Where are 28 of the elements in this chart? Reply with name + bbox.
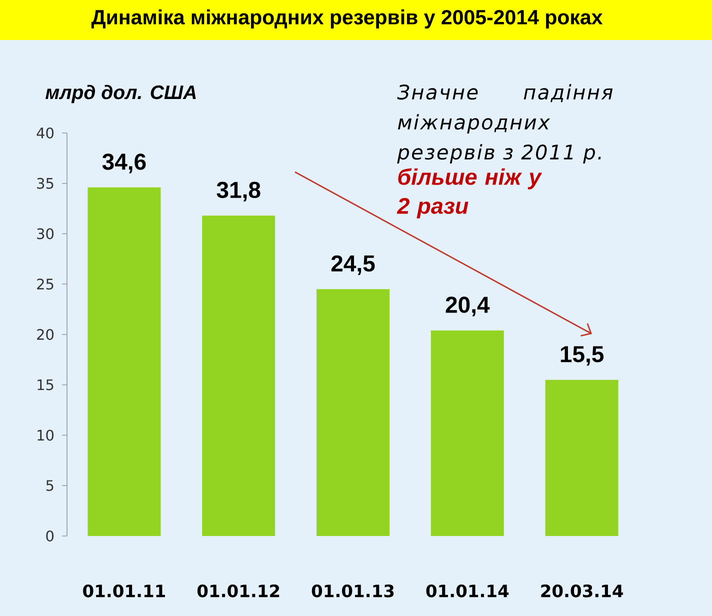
annotation: Значне падіння міжнародних резервів з 2011 р. xyxy=(397,84,613,164)
y-tick-label: 35 xyxy=(37,178,54,189)
data-label: 31,8 xyxy=(216,182,260,202)
x-tick-label: 20.03.14 xyxy=(541,584,623,598)
y-tick-label: 30 xyxy=(37,228,54,240)
bar xyxy=(88,187,161,536)
data-label: 24,5 xyxy=(331,255,375,275)
data-label: 20,4 xyxy=(446,296,490,316)
y-tick-label: 20 xyxy=(37,328,54,340)
x-tick-label: 01.01.11 xyxy=(83,584,165,598)
bar xyxy=(202,216,276,536)
chart-title: Динаміка міжнародних резервів у 2005-2014 роках xyxy=(91,9,603,29)
bar xyxy=(545,380,618,536)
y-tick-label: 10 xyxy=(38,430,54,441)
y-tick-label: 0 xyxy=(46,530,54,542)
y-axis-title: млрд дол. США xyxy=(46,84,196,104)
data-label: 34,6 xyxy=(102,154,146,174)
y-tick-label: 40 xyxy=(36,127,54,138)
y-tick-label: 25 xyxy=(37,278,54,290)
x-tick-label: 01.01.13 xyxy=(312,584,394,598)
bar xyxy=(316,289,390,536)
bar xyxy=(430,330,504,536)
y-tick-label: 5 xyxy=(46,480,54,491)
data-label: 15,5 xyxy=(560,346,604,366)
y-tick-label: 15 xyxy=(38,379,54,390)
x-tick-label: 01.01.12 xyxy=(197,584,280,598)
x-tick-label: 01.01.14 xyxy=(426,584,509,598)
annotation: більше ніж у 2 рази xyxy=(396,168,542,218)
